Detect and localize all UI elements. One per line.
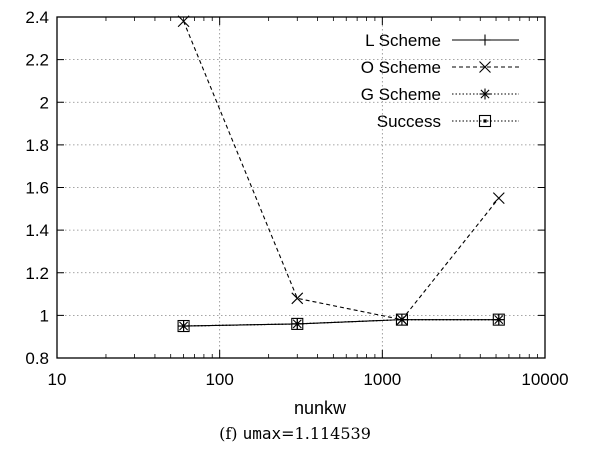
legend-label: O Scheme xyxy=(361,58,441,77)
series-line xyxy=(183,319,499,327)
tick-layer: 0.8 1 1.2 1.4 1.6 1.8 2 2.2 2.4 10 100 1000 10000 xyxy=(25,8,568,389)
y-tick-label: 2 xyxy=(40,93,49,112)
square-marker xyxy=(177,319,190,333)
square-marker xyxy=(492,313,505,326)
y-tick-label: 1.8 xyxy=(25,136,49,155)
x-tick-label: 1000 xyxy=(363,370,401,389)
legend: L Scheme O Scheme G Scheme Success xyxy=(361,31,519,131)
legend-label: L Scheme xyxy=(365,31,441,50)
y-tick-label: 2.4 xyxy=(25,8,49,27)
legend-entry: G Scheme xyxy=(361,85,519,104)
plus-marker xyxy=(479,34,491,46)
legend-entry: O Scheme xyxy=(361,58,519,77)
square-marker xyxy=(478,114,492,128)
star-marker xyxy=(479,88,491,100)
grid-layer xyxy=(57,17,545,358)
chart: 0.8 1 1.2 1.4 1.6 1.8 2 2.2 2.4 10 100 1000 10000 L … xyxy=(25,8,568,418)
y-tick-label: 1.2 xyxy=(25,264,49,283)
series-g-scheme xyxy=(178,314,505,332)
legend-label: Success xyxy=(377,112,441,131)
series-l-scheme xyxy=(178,314,505,332)
y-tick-label: 0.8 xyxy=(25,349,49,368)
x-tick-label: 10 xyxy=(48,370,67,389)
cross-marker xyxy=(291,292,304,305)
caption-value: =1.114539 xyxy=(281,424,371,443)
caption-parameter: umax xyxy=(242,424,282,443)
cross-marker xyxy=(177,15,190,28)
figure-caption: (f) umax=1.114539 xyxy=(0,424,590,444)
cross-marker xyxy=(492,192,505,205)
x-axis-label: nunkw xyxy=(294,398,347,418)
legend-entry: Success xyxy=(377,112,519,131)
series-layer xyxy=(177,15,505,333)
series-o-scheme xyxy=(177,15,505,326)
x-tick-label: 100 xyxy=(205,370,233,389)
y-tick-label: 1.4 xyxy=(25,221,49,240)
y-tick-label: 1.6 xyxy=(25,179,49,198)
series-line xyxy=(183,319,499,327)
x-tick-label: 10000 xyxy=(521,370,568,389)
square-marker xyxy=(291,317,304,330)
cross-marker xyxy=(479,61,491,73)
series-success xyxy=(177,313,505,333)
caption-prefix: (f) xyxy=(219,424,243,443)
y-tick-label: 2.2 xyxy=(25,51,49,70)
legend-label: G Scheme xyxy=(361,85,441,104)
square-marker xyxy=(395,313,408,326)
series-line xyxy=(183,21,500,321)
y-tick-label: 1 xyxy=(40,306,49,325)
legend-entry: L Scheme xyxy=(365,31,519,50)
